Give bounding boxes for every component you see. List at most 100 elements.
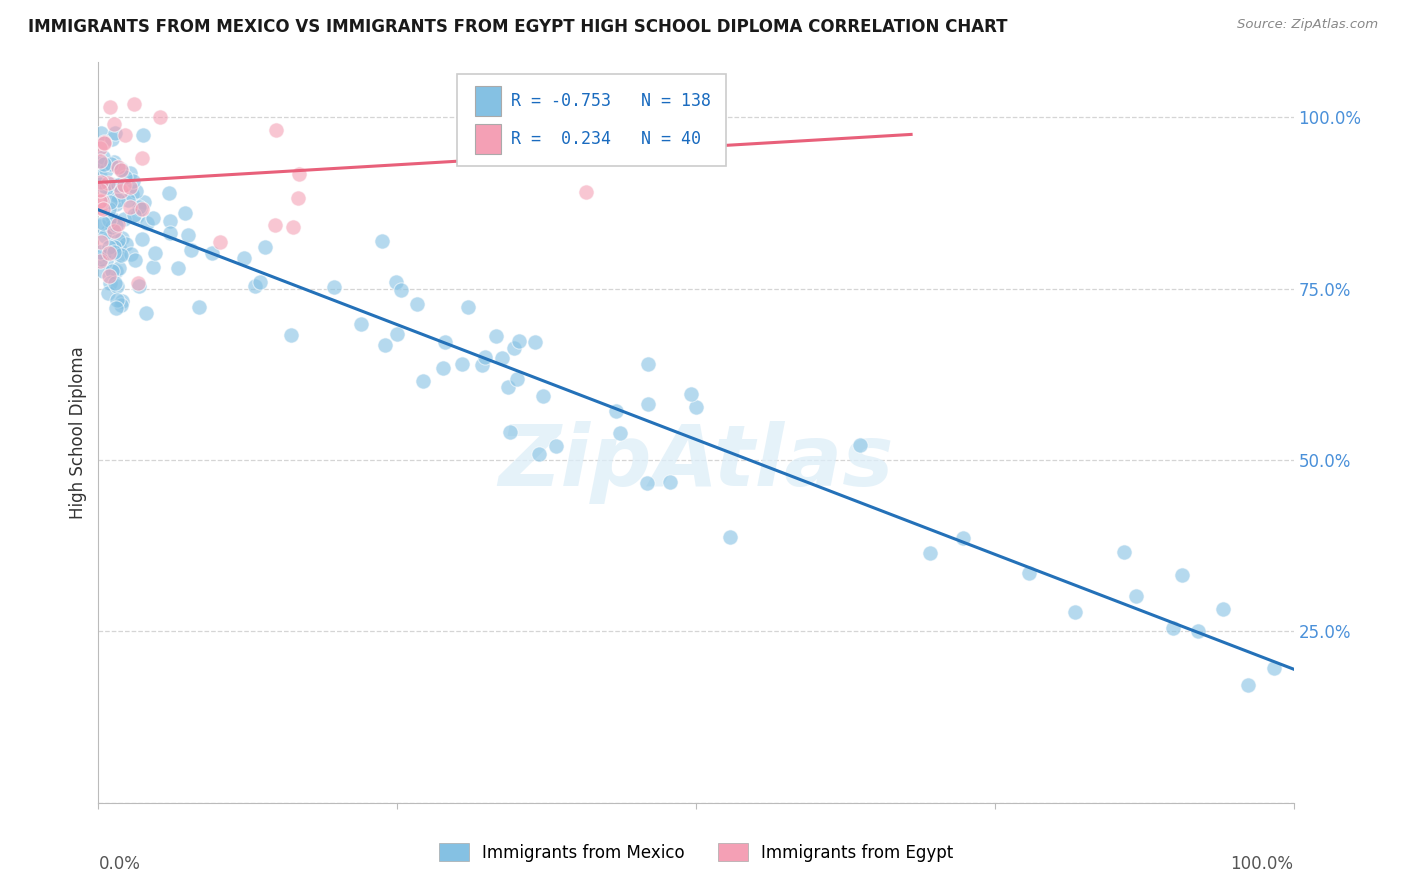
Point xyxy=(136,216,159,230)
Point xyxy=(502,341,524,355)
Point xyxy=(1263,660,1285,674)
Point xyxy=(264,123,287,137)
Point xyxy=(233,251,256,265)
Point xyxy=(457,300,479,314)
Point xyxy=(412,374,434,388)
Point xyxy=(103,155,125,169)
Point xyxy=(434,335,457,350)
Point xyxy=(498,380,520,394)
Point xyxy=(121,187,143,202)
Point xyxy=(104,276,127,290)
Point xyxy=(131,202,153,216)
Point xyxy=(104,264,127,278)
Point xyxy=(128,202,150,216)
Point xyxy=(111,293,134,308)
Point xyxy=(848,438,870,452)
Point xyxy=(128,279,150,293)
Point xyxy=(371,235,394,249)
Point xyxy=(103,240,125,254)
Point xyxy=(499,425,522,439)
Point xyxy=(98,213,121,227)
Point xyxy=(96,253,118,268)
Point xyxy=(636,476,658,491)
Point xyxy=(97,245,120,260)
Point xyxy=(531,389,554,403)
Point xyxy=(389,283,412,297)
Point xyxy=(385,327,408,342)
Point xyxy=(114,128,136,142)
Point xyxy=(180,243,202,257)
Point xyxy=(508,334,530,348)
Point xyxy=(679,387,702,401)
Point xyxy=(125,210,148,224)
Point xyxy=(100,157,122,171)
Point xyxy=(143,245,166,260)
FancyBboxPatch shape xyxy=(475,87,501,116)
Point xyxy=(105,279,128,293)
Point xyxy=(120,247,142,261)
Point xyxy=(120,200,142,214)
Point xyxy=(89,154,111,169)
Point xyxy=(471,358,494,372)
Point xyxy=(167,261,190,276)
Text: R =  0.234   N = 40: R = 0.234 N = 40 xyxy=(510,129,700,148)
Point xyxy=(142,211,165,225)
Point xyxy=(91,202,114,216)
Point xyxy=(105,219,128,233)
Point xyxy=(432,361,454,376)
Point xyxy=(114,170,136,185)
Text: 100.0%: 100.0% xyxy=(1230,855,1294,872)
Point xyxy=(89,178,111,192)
Point xyxy=(107,233,129,247)
Point xyxy=(120,166,142,180)
Text: R = -0.753   N = 138: R = -0.753 N = 138 xyxy=(510,92,710,110)
Point xyxy=(101,132,124,146)
Point xyxy=(110,248,132,262)
Point xyxy=(287,167,309,181)
Point xyxy=(1018,566,1040,580)
Point xyxy=(107,193,129,207)
Point xyxy=(527,447,550,461)
Point xyxy=(93,156,115,170)
Point xyxy=(127,276,149,290)
Point xyxy=(264,219,287,233)
Point xyxy=(115,236,138,251)
Point xyxy=(94,162,117,177)
Point xyxy=(103,244,125,259)
Point xyxy=(1187,624,1209,639)
Point xyxy=(105,293,128,307)
Point xyxy=(108,240,131,254)
Point xyxy=(132,128,155,142)
Y-axis label: High School Diploma: High School Diploma xyxy=(69,346,87,519)
Point xyxy=(98,195,121,210)
Point xyxy=(91,150,114,164)
Point xyxy=(90,175,112,189)
Point xyxy=(1114,545,1136,559)
Point xyxy=(97,176,120,190)
Point xyxy=(1163,621,1185,635)
Point xyxy=(125,184,148,198)
Point xyxy=(952,531,974,545)
Point xyxy=(117,193,139,207)
Point xyxy=(90,235,112,249)
Point xyxy=(187,301,209,315)
Point xyxy=(287,191,309,205)
Point xyxy=(110,298,132,312)
Point xyxy=(131,151,153,165)
Text: IMMIGRANTS FROM MEXICO VS IMMIGRANTS FROM EGYPT HIGH SCHOOL DIPLOMA CORRELATION : IMMIGRANTS FROM MEXICO VS IMMIGRANTS FRO… xyxy=(28,18,1008,36)
Point xyxy=(128,200,150,214)
Point xyxy=(101,220,124,235)
FancyBboxPatch shape xyxy=(457,73,725,166)
Point xyxy=(505,372,527,386)
Point xyxy=(118,180,141,194)
Point xyxy=(485,329,508,343)
Point xyxy=(174,206,197,220)
Point xyxy=(491,351,513,366)
Point xyxy=(91,264,114,278)
Point xyxy=(104,126,127,140)
Text: 0.0%: 0.0% xyxy=(98,855,141,872)
Point xyxy=(98,240,121,254)
Point xyxy=(96,181,118,195)
Point xyxy=(374,338,396,352)
Point xyxy=(1064,605,1087,619)
